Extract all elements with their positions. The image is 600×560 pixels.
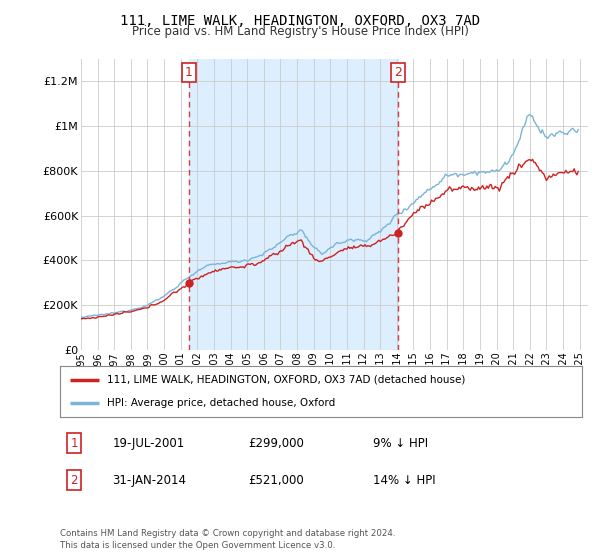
Text: 9% ↓ HPI: 9% ↓ HPI: [373, 437, 428, 450]
Text: 31-JAN-2014: 31-JAN-2014: [112, 474, 186, 487]
Text: Price paid vs. HM Land Registry's House Price Index (HPI): Price paid vs. HM Land Registry's House …: [131, 25, 469, 38]
Text: 2: 2: [394, 66, 402, 79]
Text: 14% ↓ HPI: 14% ↓ HPI: [373, 474, 436, 487]
Text: 1: 1: [70, 437, 78, 450]
Text: Contains HM Land Registry data © Crown copyright and database right 2024.
This d: Contains HM Land Registry data © Crown c…: [60, 529, 395, 550]
Text: 111, LIME WALK, HEADINGTON, OXFORD, OX3 7AD: 111, LIME WALK, HEADINGTON, OXFORD, OX3 …: [120, 14, 480, 28]
Text: 1: 1: [185, 66, 193, 79]
Text: 19-JUL-2001: 19-JUL-2001: [112, 437, 184, 450]
Text: £299,000: £299,000: [248, 437, 304, 450]
Text: £521,000: £521,000: [248, 474, 304, 487]
Text: 111, LIME WALK, HEADINGTON, OXFORD, OX3 7AD (detached house): 111, LIME WALK, HEADINGTON, OXFORD, OX3 …: [107, 375, 466, 385]
Text: HPI: Average price, detached house, Oxford: HPI: Average price, detached house, Oxfo…: [107, 398, 335, 408]
Text: 2: 2: [70, 474, 78, 487]
Bar: [189, 59, 398, 350]
